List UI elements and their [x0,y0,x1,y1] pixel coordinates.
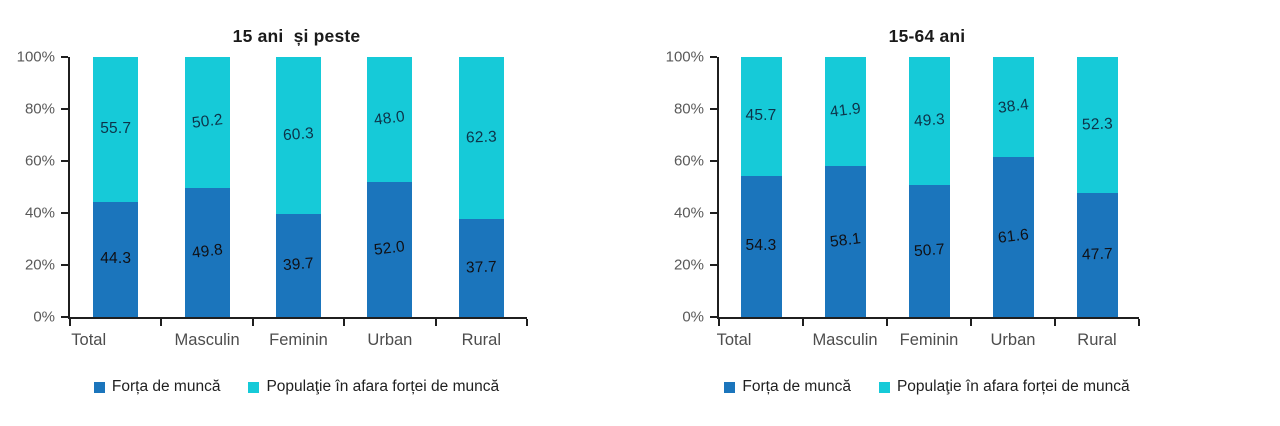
bar-segment-outside-labor-force [93,57,139,202]
x-axis-tick [1054,319,1056,326]
legend-swatch-outside-labor-force-icon [248,381,260,393]
bar-segment-outside-labor-force [367,57,413,182]
legend-label-outside-labor-force: Populaţie în afara forței de muncă [266,378,500,395]
bar-segment-outside-labor-force [740,57,782,176]
legend-swatch-labor-force-icon [93,381,105,393]
legend-item-outside-labor-force: Populaţie în afara forței de muncă [878,378,1130,396]
bar-value-label: 47.7 [1081,245,1113,264]
y-axis-tick [710,160,717,162]
y-axis-tick-label: 60% [24,152,55,170]
y-axis-tick-label: 80% [673,100,704,118]
x-axis-tick [343,319,346,326]
x-axis-tick [526,319,528,326]
y-axis-tick-label: 0% [33,308,55,326]
y-axis-tick [61,264,68,266]
y-axis-tick [61,212,68,214]
y-axis-tick-label: 20% [673,256,704,274]
legend-item-outside-labor-force: Populaţie în afara forței de muncă [248,378,499,396]
bar-segment-outside-labor-force [908,57,950,186]
bar-segment-labor-force [1076,192,1118,317]
x-axis-category-label: Total [716,331,752,349]
bar-segment-labor-force [458,218,504,317]
bar-value-label: 52.3 [1081,115,1113,134]
x-axis-tick [434,319,437,326]
y-axis-tick-label: 80% [24,100,55,118]
bar-segment-labor-force [992,156,1034,317]
y-axis-tick [710,212,717,214]
legend-label-labor-force: Forța de muncă [111,378,221,395]
bar-segment-labor-force [740,175,782,317]
y-axis-tick [710,108,717,110]
bar-value-label: 55.7 [100,120,132,138]
legend-item-labor-force: Forța de muncă [93,378,221,396]
y-axis-tick-label: 40% [24,204,55,222]
y-axis-tick-label: 0% [682,308,704,326]
bar-value-label: 44.3 [100,250,132,268]
x-axis-category-label: Urban [990,331,1036,349]
x-axis-tick [69,319,71,326]
y-axis-tick [710,56,717,58]
y-axis-tick-label: 100% [665,48,704,66]
chart-15-ani-si-peste: 15 ani și peste 0% 20% 40% 60% 80% 100% 44.3 55… [17,25,528,396]
x-axis-category-label: Rural [461,331,501,349]
bar-segment-outside-labor-force [458,57,504,219]
bar-segment-labor-force [93,201,139,317]
bar-segment-labor-force [276,213,321,317]
y-axis-tick [710,264,717,266]
x-axis-category-label: Masculin [812,331,878,349]
y-axis-tick-label: 60% [673,152,704,170]
x-axis-tick [718,319,720,326]
legend: Forța de muncă Populaţie în afara forței… [717,378,1137,396]
bar-segment-outside-labor-force [824,57,866,166]
plot-area: 0% 20% 40% 60% 80% 100% 44.3 55.7 Total 49.8 50.2 M… [17,50,528,349]
bar-segment-outside-labor-force [276,57,321,214]
x-axis-tick [1138,319,1140,326]
legend-swatch-outside-labor-force-icon [878,381,890,393]
legend: Forța de muncă Populaţie în afara forței… [68,378,525,396]
bar-value-label: 49.3 [912,111,946,131]
x-axis-tick [886,319,888,326]
x-axis-category-label: Urban [367,331,413,349]
x-axis-category-label: Rural [1077,331,1117,349]
bar-segment-labor-force [908,185,950,317]
y-axis-tick-label: 20% [24,256,55,274]
bar-segment-labor-force [184,187,230,317]
y-axis-tick [61,108,68,110]
y-axis-tick-label: 40% [673,204,704,222]
y-axis-tick [61,160,68,162]
plot-area: 0% 20% 40% 60% 80% 100% 54.3 45.7 Total 58.1 41.9 M… [666,50,1140,349]
x-axis-tick [251,319,254,326]
x-axis-tick [160,319,163,326]
bar-segment-labor-force [367,181,413,317]
x-axis-tick [802,319,804,326]
y-axis-tick [61,316,68,318]
chart-title: 15-64 ani [888,25,966,46]
x-axis-category-label: Masculin [174,331,240,349]
bar-segment-outside-labor-force [1076,57,1118,193]
y-axis-tick [710,316,717,318]
legend-label-labor-force: Forța de muncă [742,378,851,395]
x-axis-category-label: Feminin [269,331,328,349]
x-axis-tick [970,319,972,326]
y-axis-tick [61,56,68,58]
legend-swatch-labor-force-icon [724,381,736,393]
x-axis-category-label: Feminin [899,331,959,349]
y-axis-tick-label: 100% [16,48,55,66]
bar-segment-outside-labor-force [184,57,230,188]
legend-item-labor-force: Forța de muncă [724,378,851,396]
bar-segment-labor-force [824,165,866,317]
legend-label-outside-labor-force: Populaţie în afara forței de muncă [896,378,1130,395]
chart-15-64-ani: 15-64 ani 0% 20% 40% 60% 80% 100% 54.3 45.7 Tota… [640,0,1280,426]
bar-value-label: 50.7 [912,241,946,261]
chart-title: 15 ani și peste [232,25,361,46]
x-axis-category-label: Total [71,331,107,349]
bar-value-label: 62.3 [465,128,498,147]
bar-segment-outside-labor-force [992,57,1034,157]
bar-value-label: 37.7 [465,258,498,277]
bar-value-label: 54.3 [745,237,777,255]
bar-value-label: 45.7 [745,107,777,125]
